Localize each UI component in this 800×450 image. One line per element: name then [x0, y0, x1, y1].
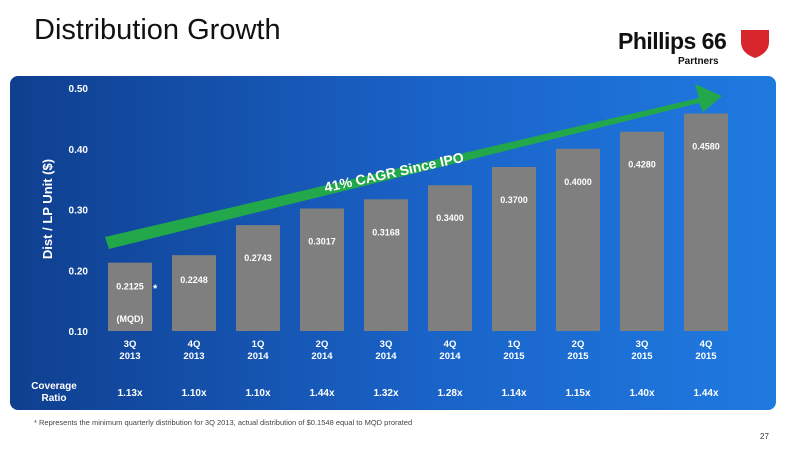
bar-value-label: 0.3700	[500, 195, 528, 205]
shield-icon	[741, 30, 769, 58]
x-tick-label: 2014	[311, 351, 333, 362]
y-tick-label: 0.50	[69, 84, 89, 95]
distribution-bar-chart: 0.10 0.20 0.30 0.40 0.50 Dist / LP Unit ($) 0.…	[31, 84, 728, 404]
bar	[236, 225, 280, 331]
bar-value-label: 0.4280	[628, 160, 656, 170]
coverage-ratio-value: 1.28x	[437, 388, 462, 399]
x-tick-label: 4Q	[700, 339, 713, 350]
bar	[300, 208, 344, 331]
bar-value-label: 0.3400	[436, 213, 464, 223]
bar	[428, 185, 472, 331]
bar-value-label: 0.2125	[116, 282, 144, 292]
slide-title: Distribution Growth	[34, 14, 281, 46]
bar	[108, 262, 152, 331]
x-tick-label: 2015	[503, 351, 525, 362]
y-tick-label: 0.10	[69, 327, 89, 338]
bar	[684, 113, 728, 331]
coverage-ratio-value: 1.10x	[181, 388, 206, 399]
coverage-ratio-value: 1.44x	[693, 388, 718, 399]
x-tick-label: 4Q	[188, 339, 201, 350]
bar-value-label: 0.4000	[564, 177, 592, 187]
x-tick-label: 2014	[375, 351, 397, 362]
coverage-ratio-value: 1.32x	[373, 388, 398, 399]
x-tick-label: 2015	[631, 351, 653, 362]
bar-value-label: 0.3017	[308, 236, 336, 246]
bar-value-label: 0.2743	[244, 253, 272, 263]
logo-text: Phillips 66	[618, 28, 727, 54]
footnote: * Represents the minimum quarterly distr…	[34, 418, 413, 427]
y-tick-label: 0.30	[69, 206, 89, 217]
coverage-ratio-label: Coverage	[31, 381, 77, 392]
y-tick-label: 0.40	[69, 145, 89, 156]
bar	[172, 255, 216, 331]
x-tick-label: 3Q	[124, 339, 137, 350]
coverage-ratio-value: 1.40x	[629, 388, 654, 399]
y-tick-label: 0.20	[69, 266, 89, 277]
coverage-ratio-value: 1.10x	[245, 388, 270, 399]
bar	[556, 148, 600, 331]
x-tick-label: 2015	[695, 351, 717, 362]
coverage-ratio-value: 1.13x	[117, 388, 142, 399]
bar	[364, 199, 408, 331]
x-tick-label: 1Q	[252, 339, 265, 350]
x-tick-label: 2013	[119, 351, 140, 362]
coverage-ratio-value: 1.44x	[309, 388, 334, 399]
x-tick-label: 3Q	[636, 339, 649, 350]
bar-value-label: 0.4580	[692, 142, 720, 152]
mqd-note: (MQD)	[117, 314, 144, 324]
bar	[620, 131, 664, 331]
x-tick-label: 2013	[183, 351, 204, 362]
bar-value-label: 0.2248	[180, 275, 208, 285]
growth-arrow	[105, 84, 722, 249]
coverage-ratio-value: 1.14x	[501, 388, 526, 399]
x-tick-label: 2014	[247, 351, 269, 362]
bar-value-label: 0.3168	[372, 227, 400, 237]
x-tick-label: 4Q	[444, 339, 457, 350]
footnote-marker: *	[153, 283, 158, 295]
x-tick-label: 2014	[439, 351, 461, 362]
x-tick-label: 2Q	[572, 339, 585, 350]
logo-subtitle: Partners	[678, 56, 719, 67]
x-tick-label: 1Q	[508, 339, 521, 350]
coverage-ratio-value: 1.15x	[565, 388, 590, 399]
x-tick-label: 2015	[567, 351, 589, 362]
page-number: 27	[760, 432, 769, 441]
chart-panel: 0.10 0.20 0.30 0.40 0.50 Dist / LP Unit ($) 0.…	[10, 76, 776, 410]
y-axis-label: Dist / LP Unit ($)	[40, 159, 55, 259]
x-tick-label: 2Q	[316, 339, 329, 350]
coverage-ratio-label: Ratio	[42, 393, 67, 404]
x-tick-label: 3Q	[380, 339, 393, 350]
phillips66-partners-logo: Phillips 66 Partners	[618, 26, 774, 72]
bar	[492, 166, 536, 331]
